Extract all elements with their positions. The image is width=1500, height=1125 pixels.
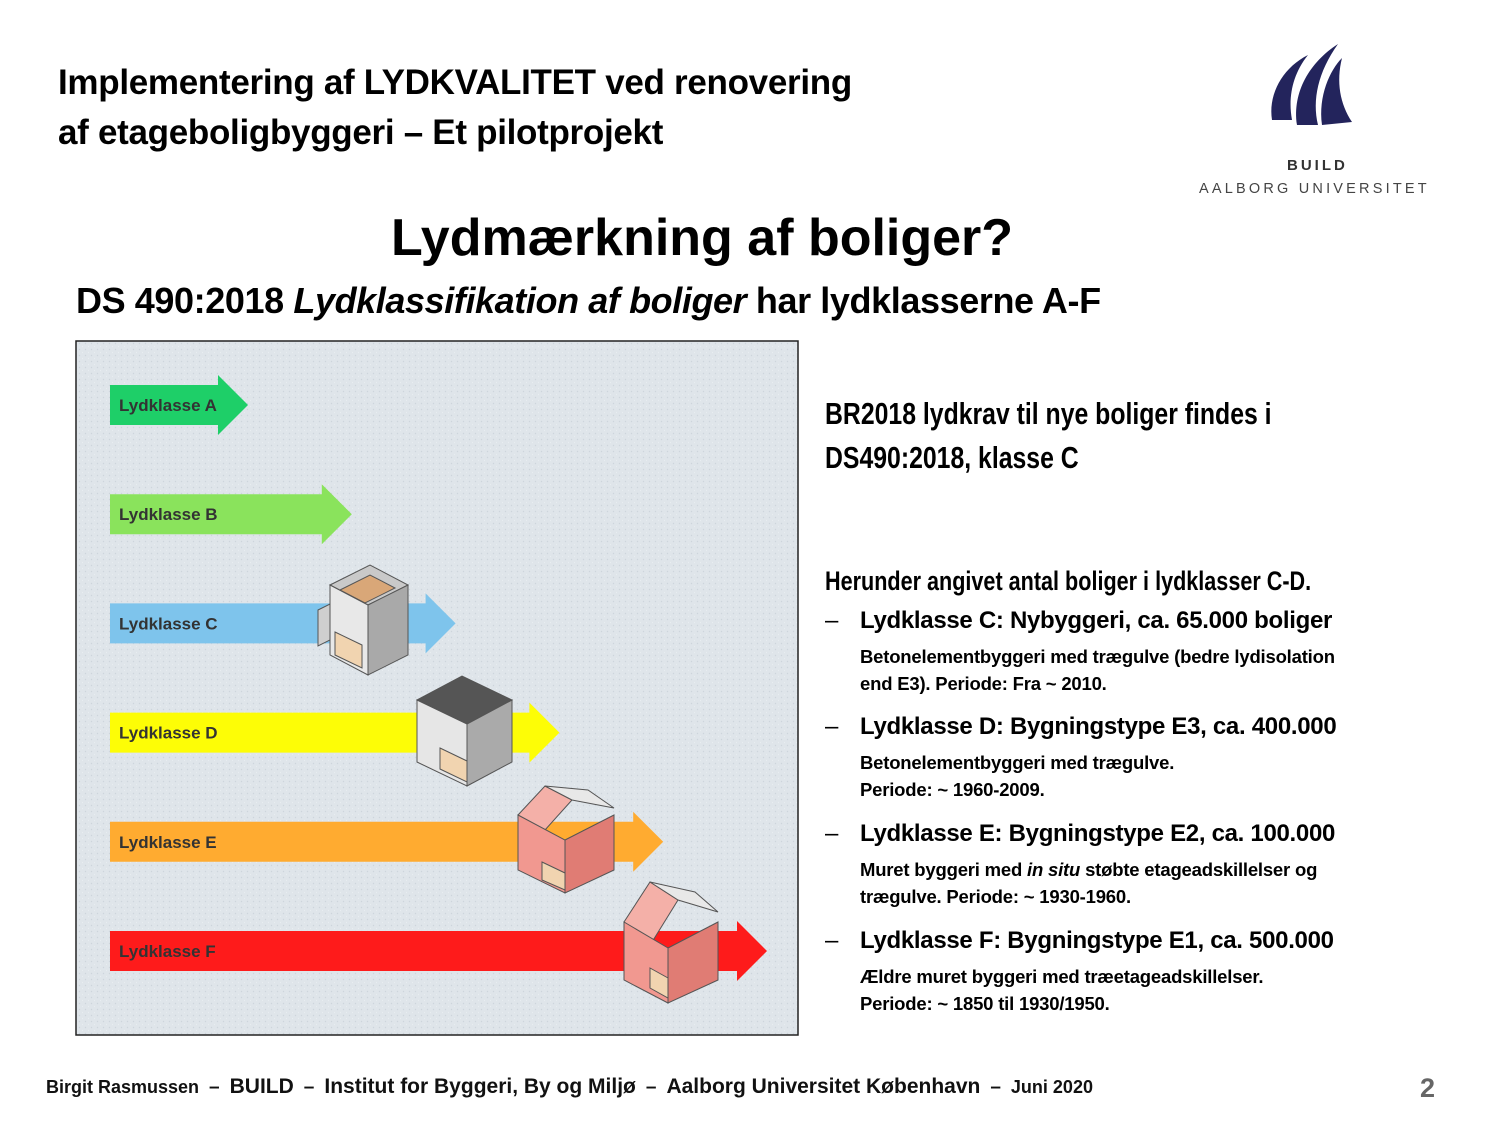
bullet: – (825, 607, 839, 634)
class-arrow (110, 484, 352, 545)
description-text: Muret byggeri med (860, 859, 1028, 880)
footer-separator: – (990, 1077, 1001, 1098)
logo-name: BUILD (1287, 157, 1348, 174)
footer-text: Aalborg Universitet København (666, 1075, 981, 1098)
heading: Lydmærkning af boliger? (390, 209, 1014, 267)
description-line: Betonelementbyggeri med trægulve. (860, 749, 1174, 776)
logo-university: AALBORG UNIVERSITET (1199, 181, 1430, 197)
class-item-description: Muret byggeri med in situ støbte etagead… (860, 856, 1317, 910)
description-text: Periode: ~ 1960-2009. (860, 779, 1045, 800)
subheading-text: DS 490:2018 (76, 280, 294, 321)
description-line: Periode: ~ 1960-2009. (860, 776, 1174, 803)
subheading: DS 490:2018 Lydklassifikation af boliger… (76, 280, 1101, 322)
class-arrow-label: Lydklasse F (119, 942, 216, 961)
description-text: end E3). Periode: Fra ~ 2010. (860, 673, 1107, 694)
class-arrow (110, 375, 248, 435)
class-item-title: Lydklasse C: Nybyggeri, ca. 65.000 bolig… (860, 607, 1333, 634)
building-e (517, 785, 615, 894)
class-arrow-label: Lydklasse C (119, 614, 218, 633)
figure-frame (75, 340, 799, 1036)
class-item-description: Betonelementbyggeri med trægulve. Periode… (860, 749, 1174, 803)
description-text: Periode: ~ 1850 til 1930/1950. (860, 993, 1110, 1014)
footer-text: Juni 2020 (1010, 1077, 1093, 1097)
class-item-title: Lydklasse D: Bygningstype E3, ca. 400.00… (860, 713, 1337, 740)
footer-text: Birgit Rasmussen (46, 1077, 200, 1097)
description-line: Ældre muret byggeri med træetageadskille… (860, 963, 1263, 990)
building-d (415, 675, 514, 787)
intro: BR2018 lydkrav til nye boliger findes i … (825, 392, 1272, 480)
footer-separator: – (645, 1077, 657, 1098)
class-item-description: Ældre muret byggeri med træetageadskille… (860, 963, 1263, 1017)
slide-title: Implementering af LYDKVALITET ved renove… (58, 58, 852, 158)
footer-separator: – (209, 1077, 220, 1098)
class-arrow-label: Lydklasse D (119, 724, 218, 743)
building-f (623, 881, 719, 1004)
description-text: Betonelementbyggeri med trægulve (bedre … (860, 646, 1335, 667)
bullet: – (825, 713, 839, 740)
description-text: støbte etageadskillelser og (1080, 859, 1318, 880)
description-line: Muret byggeri med in situ støbte etagead… (860, 856, 1317, 883)
footer-text: BUILD (229, 1075, 294, 1098)
description-line: end E3). Periode: Fra ~ 2010. (860, 670, 1335, 697)
description-line: Periode: ~ 1850 til 1930/1950. (860, 990, 1263, 1017)
class-item-description: Betonelementbyggeri med trægulve (bedre … (860, 643, 1335, 697)
class-arrow (110, 921, 767, 981)
logo-mark (1271, 44, 1352, 125)
title-line: Implementering af LYDKVALITET ved renove… (58, 63, 852, 102)
footer-separator: – (303, 1077, 315, 1098)
subheading-text: har lydklasserne A-F (746, 280, 1101, 321)
class-arrow-label: Lydklasse B (119, 505, 218, 524)
description-text: Ældre muret byggeri med træetageadskille… (860, 966, 1264, 987)
class-item-title: Lydklasse E: Bygningstype E2, ca. 100.00… (860, 820, 1336, 847)
bullet: – (825, 820, 839, 847)
buildings (317, 564, 719, 1004)
list-intro: Herunder angivet antal boliger i lydklas… (825, 566, 1312, 596)
title-line: af etageboligbyggeri – Et pilotprojekt (58, 113, 664, 152)
class-arrow-label: Lydklasse E (119, 833, 217, 852)
class-arrow-label: Lydklasse A (119, 396, 217, 415)
building-c (317, 564, 410, 676)
description-text: in situ (1027, 859, 1081, 880)
class-item-title: Lydklasse F: Bygningstype E1, ca. 500.00… (860, 927, 1334, 954)
bullet: – (825, 927, 839, 954)
description-line: Betonelementbyggeri med trægulve (bedre … (860, 643, 1335, 670)
footer-text: Institut for Byggeri, By og Miljø (324, 1075, 636, 1098)
description-line: trægulve. Periode: ~ 1930-1960. (860, 883, 1317, 910)
footer: Birgit Rasmussen – BUILD – Institut for Bygg… (46, 1075, 1093, 1099)
subheading-italic: Lydklassifikation af boliger (293, 280, 747, 321)
intro-line: DS490:2018, klasse C (825, 440, 1079, 475)
description-text: trægulve. Periode: ~ 1930-1960. (860, 886, 1131, 907)
description-text: Betonelementbyggeri med trægulve. (860, 752, 1175, 773)
page-number: 2 (1420, 1073, 1436, 1103)
intro-line: BR2018 lydkrav til nye boliger findes i (825, 396, 1272, 431)
